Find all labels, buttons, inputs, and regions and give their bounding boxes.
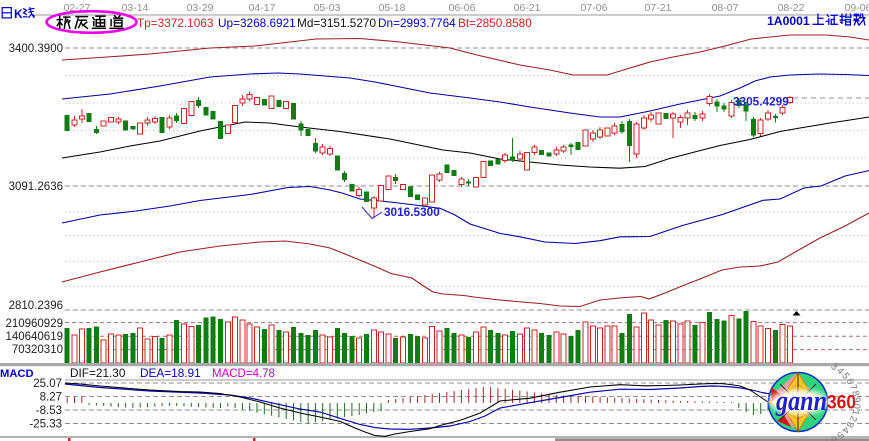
svg-text:Tp=3372.1063: Tp=3372.1063: [137, 16, 214, 30]
svg-text:4: 4: [834, 366, 846, 377]
svg-text:0: 0: [851, 403, 862, 409]
svg-text:K: K: [14, 7, 23, 21]
svg-text:06-21: 06-21: [514, 2, 541, 14]
svg-text:07-06: 07-06: [581, 2, 608, 14]
svg-text:4: 4: [839, 424, 851, 435]
svg-text:-25.33: -25.33: [29, 419, 62, 431]
svg-text:DEA=18.91: DEA=18.91: [140, 366, 201, 380]
svg-text:-8.53: -8.53: [36, 405, 62, 417]
svg-text:6: 6: [844, 377, 856, 387]
svg-text:MACD=4.78: MACD=4.78: [212, 368, 275, 380]
svg-text:25.07: 25.07: [33, 378, 62, 390]
svg-text:Dn=2993.7764: Dn=2993.7764: [378, 16, 456, 30]
svg-text:9: 9: [851, 397, 862, 403]
svg-text:8: 8: [849, 390, 861, 397]
svg-text:05-18: 05-18: [379, 2, 406, 14]
svg-text:70320310: 70320310: [12, 344, 63, 356]
svg-text:1A0001: 1A0001: [767, 14, 810, 28]
svg-text:Md=3151.5270: Md=3151.5270: [297, 16, 376, 30]
svg-text:7: 7: [822, 436, 832, 441]
svg-text:3016.5300: 3016.5300: [384, 205, 440, 219]
svg-text:360: 360: [827, 393, 856, 414]
svg-text:07-21: 07-21: [645, 2, 672, 14]
svg-text:140640619: 140640619: [5, 331, 63, 343]
svg-text:1: 1: [849, 409, 861, 416]
svg-text:5: 5: [839, 371, 851, 382]
svg-text:09-06: 09-06: [845, 2, 869, 14]
svg-text:6: 6: [829, 433, 840, 441]
svg-text:4: 4: [768, 438, 778, 441]
svg-text:Up=3268.6921: Up=3268.6921: [218, 16, 296, 30]
svg-text:210960929: 210960929: [5, 318, 63, 330]
svg-text:8.27: 8.27: [40, 392, 62, 404]
svg-text:3: 3: [844, 419, 856, 429]
svg-text:DIF=21.30: DIF=21.30: [70, 366, 126, 380]
svg-text:3400.3900: 3400.3900: [9, 43, 63, 55]
svg-text:MACD: MACD: [0, 368, 34, 380]
svg-text:3305.4299: 3305.4299: [733, 95, 789, 109]
svg-text:05-03: 05-03: [314, 2, 341, 14]
svg-text:3: 3: [829, 361, 840, 373]
svg-text:08-07: 08-07: [712, 2, 739, 14]
svg-text:08-22: 08-22: [778, 2, 805, 14]
svg-text:2810.2396: 2810.2396: [9, 300, 63, 312]
svg-text:03-14: 03-14: [122, 2, 149, 14]
svg-text:Bt=2850.8580: Bt=2850.8580: [458, 16, 532, 30]
svg-text:03-29: 03-29: [187, 2, 214, 14]
svg-text:7: 7: [847, 383, 859, 392]
svg-text:gann: gann: [775, 385, 827, 417]
svg-text:2: 2: [847, 414, 859, 423]
svg-text:04-17: 04-17: [249, 2, 276, 14]
svg-text:06-06: 06-06: [449, 2, 476, 14]
svg-text:3091.2636: 3091.2636: [9, 181, 63, 193]
svg-text:8: 8: [815, 439, 824, 441]
svg-text:5: 5: [834, 429, 846, 440]
